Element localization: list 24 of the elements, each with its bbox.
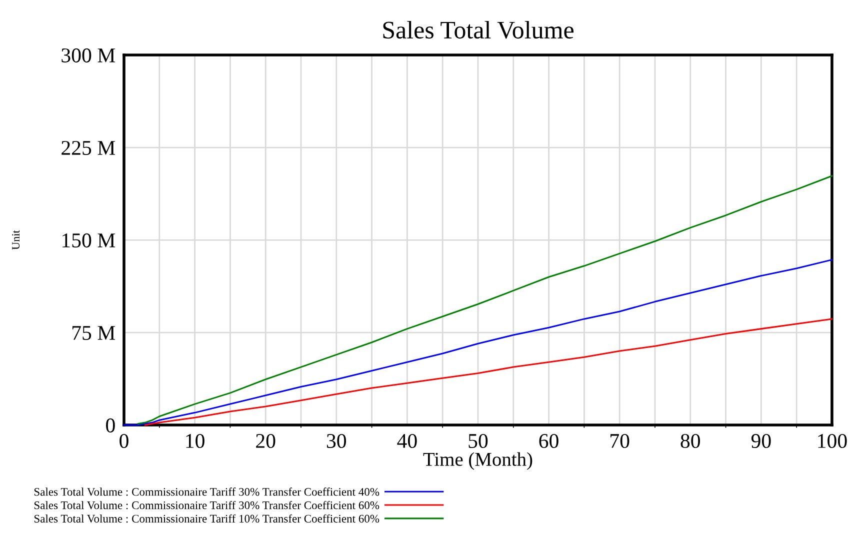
x-axis-title: Time (Month) [423, 452, 532, 470]
x-tick-label: 70 [610, 434, 630, 448]
legend-label: Sales Total Volume : Commissionaire Tariff 30% Transfer Coefficient 60% [34, 500, 380, 510]
y-tick-label: 225 M [62, 140, 116, 155]
y-axis-title: Unit [12, 230, 20, 250]
x-tick-label: 20 [256, 434, 276, 448]
legend-label: Sales Total Volume : Commissionaire Tariff 30% Transfer Coefficient 40% [34, 488, 380, 496]
x-tick-label: 0 [120, 434, 128, 448]
x-tick-label: 10 [186, 434, 204, 448]
x-tick-label: 90 [751, 434, 771, 448]
x-tick-label: 30 [326, 434, 346, 448]
line-series [144, 318, 833, 426]
x-tick-label: 100 [818, 434, 847, 448]
y-tick-label: 0 [106, 418, 115, 432]
y-tick-label: 75 M [72, 326, 116, 340]
line-series [137, 175, 833, 425]
x-tick-label: 40 [397, 434, 417, 448]
chart-title: Sales Total Volume [383, 20, 574, 39]
x-tick-label: 50 [468, 434, 488, 448]
x-tick-label: 80 [680, 434, 700, 448]
y-tick-label: 300 M [62, 48, 116, 62]
y-tick-label: 150 M [62, 233, 116, 248]
x-tick-label: 60 [539, 434, 558, 448]
legend-label: Sales Total Volume : Commissionaire Tariff 10% Transfer Coefficient 60% [34, 514, 380, 523]
